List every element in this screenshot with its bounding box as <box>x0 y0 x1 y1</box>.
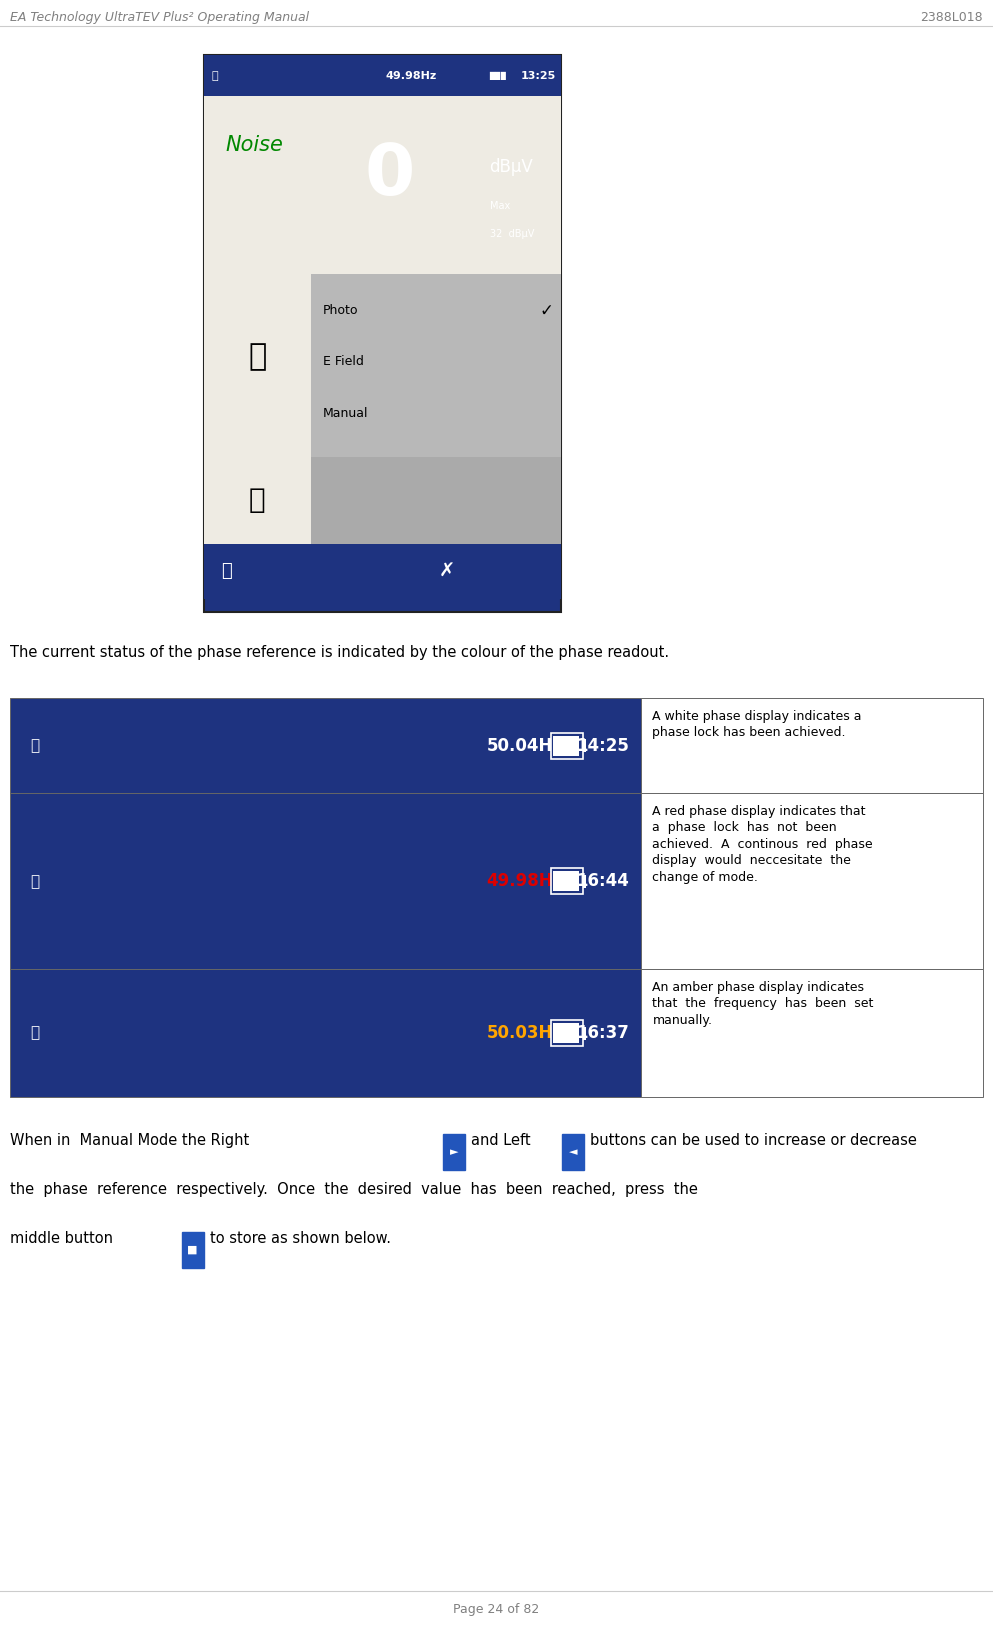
Text: 🎤: 🎤 <box>212 70 218 80</box>
Bar <box>204 457 311 543</box>
Bar <box>204 274 561 457</box>
Bar <box>204 55 561 96</box>
Bar <box>583 1027 586 1040</box>
Text: The current status of the phase reference is indicated by the colour of the phas: The current status of the phase referenc… <box>10 645 668 659</box>
Text: E Field: E Field <box>322 356 363 369</box>
Text: 0: 0 <box>364 142 414 211</box>
Text: 13:25: 13:25 <box>521 70 556 80</box>
Text: to store as shown below.: to store as shown below. <box>210 1231 390 1245</box>
Text: 16:44: 16:44 <box>575 871 628 891</box>
Bar <box>640 698 982 793</box>
Text: 49.98Hz: 49.98Hz <box>385 70 436 80</box>
Text: middle button: middle button <box>10 1231 112 1245</box>
Bar <box>583 739 586 752</box>
Text: ►: ► <box>449 1147 457 1157</box>
Text: EA Technology UltraTEV Plus² Operating Manual: EA Technology UltraTEV Plus² Operating M… <box>10 10 309 23</box>
Text: the  phase  reference  respectively.  Once  the  desired  value  has  been  reac: the phase reference respectively. Once t… <box>10 1182 697 1196</box>
Text: 🎤: 🎤 <box>30 873 39 889</box>
Bar <box>442 1134 464 1170</box>
Bar <box>553 1023 579 1043</box>
Text: buttons can be used to increase or decrease: buttons can be used to increase or decre… <box>590 1133 916 1147</box>
Text: 50.03Hz: 50.03Hz <box>486 1023 562 1043</box>
Bar <box>640 969 982 1097</box>
Text: Noise: Noise <box>226 135 283 155</box>
Bar <box>204 274 311 457</box>
Text: 🎤: 🎤 <box>30 738 39 754</box>
Bar <box>204 96 561 274</box>
Bar <box>551 1020 583 1046</box>
Bar <box>204 543 561 599</box>
Text: Max: Max <box>489 201 510 211</box>
Text: 50.04Hz: 50.04Hz <box>486 736 562 756</box>
Text: dBµV: dBµV <box>489 158 533 176</box>
Text: ■: ■ <box>188 1245 198 1255</box>
Text: ⧉: ⧉ <box>222 563 232 581</box>
Bar <box>553 871 579 891</box>
Bar <box>10 698 640 793</box>
Text: ◄: ◄ <box>568 1147 577 1157</box>
Text: A white phase display indicates a
phase lock has been achieved.: A white phase display indicates a phase … <box>652 710 861 739</box>
Text: 49.98Hz: 49.98Hz <box>486 871 563 891</box>
Text: An amber phase display indicates
that  the  frequency  has  been  set
manually.: An amber phase display indicates that th… <box>652 981 873 1027</box>
Text: ✗: ✗ <box>438 561 454 581</box>
Bar <box>553 736 579 756</box>
Text: 2388L018: 2388L018 <box>920 10 982 23</box>
Bar <box>583 875 586 888</box>
Text: When in  Manual Mode the Right: When in Manual Mode the Right <box>10 1133 249 1147</box>
Bar <box>551 733 583 759</box>
Bar <box>182 1232 204 1268</box>
Text: ▉▉▉: ▉▉▉ <box>489 72 507 80</box>
Bar <box>640 793 982 969</box>
Bar <box>562 1134 584 1170</box>
Bar <box>204 55 561 612</box>
Text: 🎤: 🎤 <box>30 1025 39 1041</box>
Text: and Left: and Left <box>470 1133 530 1147</box>
Text: A red phase display indicates that
a  phase  lock  has  not  been
achieved.  A  : A red phase display indicates that a pha… <box>652 805 873 883</box>
Text: Photo: Photo <box>322 304 358 317</box>
Text: Manual: Manual <box>322 406 368 419</box>
Text: ✓: ✓ <box>539 302 553 320</box>
Text: 32  dBµV: 32 dBµV <box>489 230 534 240</box>
Bar <box>551 868 583 894</box>
Text: Page 24 of 82: Page 24 of 82 <box>453 1603 539 1616</box>
Text: 🔈: 🔈 <box>249 486 265 514</box>
Bar <box>10 969 640 1097</box>
Text: 🎧: 🎧 <box>248 341 266 370</box>
Bar <box>10 793 640 969</box>
Text: 14:25: 14:25 <box>575 736 628 756</box>
Bar <box>204 457 561 543</box>
Text: 16:37: 16:37 <box>575 1023 628 1043</box>
